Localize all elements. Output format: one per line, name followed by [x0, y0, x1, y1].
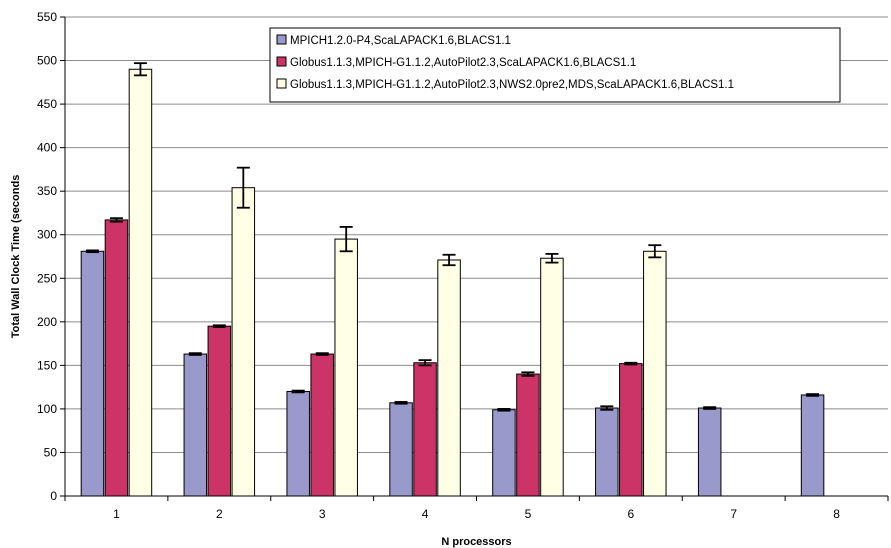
- bar-series-1-cat-5: [492, 409, 516, 497]
- error-bar: [806, 393, 820, 397]
- x-tick-label: 5: [525, 507, 532, 521]
- bar-series-1-cat-6: [595, 407, 619, 497]
- error-bar: [497, 408, 511, 412]
- legend-swatch: [276, 56, 287, 67]
- x-tick-label: 8: [833, 507, 840, 521]
- error-bar: [442, 253, 456, 267]
- y-tick-label: 250: [37, 271, 57, 285]
- y-axis-ticks: 0 50 100 150 200 250 300 350 400 450 500 550: [37, 10, 65, 503]
- y-tick-label: 400: [37, 141, 57, 155]
- bar-series-1-cat-8: [800, 394, 825, 497]
- bar-series-2-cat-3: [310, 353, 334, 497]
- y-tick-label: 450: [37, 97, 57, 111]
- x-tick-label: 3: [319, 507, 326, 521]
- bar-series-2-cat-2: [207, 325, 232, 497]
- x-tick-label: 6: [627, 507, 634, 521]
- y-tick-label: 100: [37, 402, 57, 416]
- bar-series-2-cat-5: [516, 373, 540, 497]
- error-bar: [394, 401, 408, 405]
- legend-item-1: MPICH1.2.0-P4,ScaLAPACK1.6,BLACS1.1: [276, 34, 511, 47]
- bar-series-2-cat-6: [619, 363, 643, 497]
- y-tick-label: 150: [37, 358, 57, 372]
- y-tick-label: 50: [44, 445, 58, 459]
- legend-label: Globus1.1.3,MPICH-G1.1.2,AutoPilot2.3,Sc…: [290, 57, 636, 69]
- error-bar: [339, 225, 353, 253]
- legend-item-3: Globus1.1.3,MPICH-G1.1.2,AutoPilot2.3,NW…: [276, 78, 734, 91]
- error-bar: [236, 166, 250, 209]
- x-tick-label: 4: [422, 507, 429, 521]
- bar-series-3-cat-4: [437, 259, 461, 497]
- bar-series-1-cat-3: [286, 390, 310, 497]
- y-axis-title: Total Wall Clock Time (seconds: [10, 175, 22, 339]
- y-tick-label: 0: [50, 489, 57, 503]
- error-bar: [545, 252, 559, 264]
- bar-series-3-cat-2: [231, 187, 256, 497]
- bar-series-3-cat-5: [540, 257, 564, 497]
- error-bar: [418, 359, 432, 367]
- error-bar: [600, 405, 614, 411]
- y-tick-label: 500: [37, 54, 57, 68]
- legend: MPICH1.2.0-P4,ScaLAPACK1.6,BLACS1.1 Globu…: [269, 27, 841, 103]
- bar-series-1-cat-4: [389, 402, 413, 497]
- error-bar: [291, 389, 305, 394]
- bar-series-1-cat-2: [183, 353, 208, 497]
- bar-series-3-cat-1: [128, 68, 153, 497]
- error-bar: [85, 249, 99, 254]
- bar-series-1-cat-1: [80, 250, 105, 497]
- bar-series-2-cat-4: [413, 362, 437, 497]
- error-bar: [133, 62, 147, 77]
- x-tick-label: 2: [216, 507, 223, 521]
- y-tick-label: 200: [37, 315, 57, 329]
- bar-series-3-cat-3: [334, 238, 358, 497]
- bar-series-2-cat-1: [104, 219, 129, 497]
- y-tick-label: 350: [37, 184, 57, 198]
- x-tick-label: 1: [113, 507, 120, 521]
- x-axis-ticks: 1 2 3 4 5 6 7 8: [64, 496, 889, 521]
- y-tick-label: 550: [37, 10, 57, 24]
- error-bar: [624, 361, 638, 366]
- legend-swatch: [276, 34, 287, 45]
- error-bar: [648, 244, 662, 259]
- bar-series-3-cat-6: [643, 250, 667, 497]
- legend-label: Globus1.1.3,MPICH-G1.1.2,AutoPilot2.3,NW…: [290, 79, 734, 91]
- legend-box: [269, 27, 841, 103]
- x-tick-label: 7: [730, 507, 737, 521]
- bar-series-1-cat-7: [697, 407, 722, 497]
- error-bar: [188, 352, 202, 356]
- error-bars: [85, 62, 820, 412]
- x-axis-title: N processors: [441, 536, 511, 548]
- error-bar: [212, 324, 226, 328]
- legend-swatch: [276, 78, 287, 89]
- legend-item-2: Globus1.1.3,MPICH-G1.1.2,AutoPilot2.3,Sc…: [276, 56, 636, 69]
- error-bar: [109, 217, 123, 223]
- legend-label: MPICH1.2.0-P4,ScaLAPACK1.6,BLACS1.1: [290, 35, 511, 47]
- error-bar: [703, 406, 717, 410]
- y-tick-label: 300: [37, 228, 57, 242]
- error-bar: [521, 371, 535, 377]
- error-bar: [315, 352, 329, 356]
